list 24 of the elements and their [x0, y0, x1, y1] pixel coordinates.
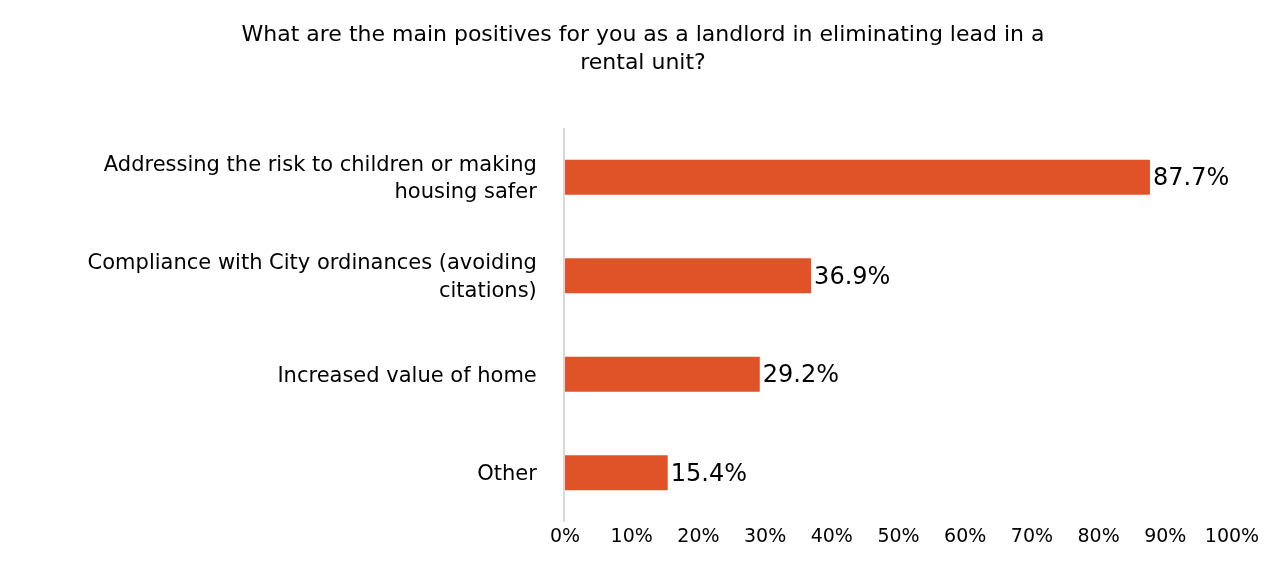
y-tick-label: Increased value of home: [277, 362, 537, 387]
x-tick-label: 60%: [944, 524, 987, 546]
x-tick-label: 50%: [877, 524, 920, 546]
bar: [565, 455, 668, 491]
chart-title: What are the main positives for you as a landlord in eliminating lead in a rental unit?: [241, 20, 1045, 75]
x-tick-label: 70%: [1010, 524, 1054, 546]
bar: [565, 356, 760, 392]
x-tick-label: 100%: [1204, 524, 1260, 546]
bar: [565, 159, 1150, 195]
y-tick-label: Other: [477, 461, 538, 486]
x-tick-label: 80%: [1077, 524, 1120, 546]
x-tick-label: 10%: [610, 524, 653, 546]
data-label: 15.4%: [670, 458, 747, 487]
y-tick-label: Compliance with City ordinances (avoiding citations): [87, 250, 537, 302]
data-label: 87.7%: [1152, 163, 1230, 192]
data-label: 36.9%: [814, 261, 891, 290]
x-tick-label: 20%: [677, 524, 720, 546]
bar: [565, 258, 812, 294]
data-label: 29.2%: [762, 360, 840, 389]
y-tick-label: Addressing the risk to children or making housing safer: [103, 151, 538, 204]
x-tick-label: 90%: [1144, 524, 1187, 546]
x-tick-label: 40%: [810, 524, 853, 546]
x-tick-label: 0%: [549, 524, 581, 546]
x-tick-label: 30%: [743, 524, 787, 546]
